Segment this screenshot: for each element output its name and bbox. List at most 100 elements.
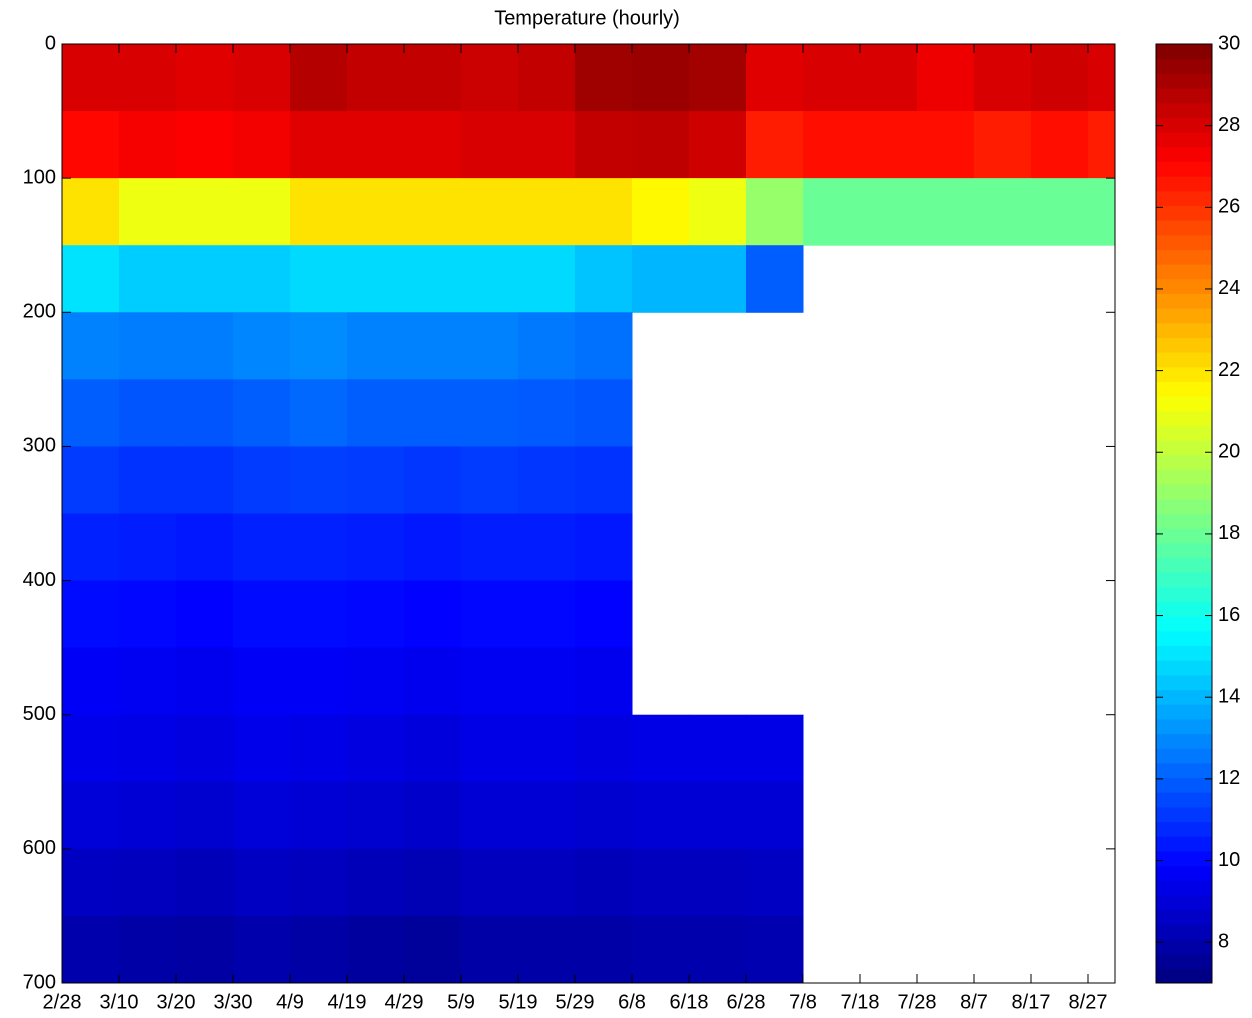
heat-cell (290, 915, 348, 984)
colorbar-step (1156, 924, 1212, 940)
colorbar-step (1156, 264, 1212, 280)
colorbar-tick-label: 22 (1218, 359, 1240, 381)
x-tick-label: 4/19 (328, 991, 367, 1013)
heat-cell (347, 580, 405, 649)
colorbar-step (1156, 366, 1212, 382)
heat-cell (917, 111, 975, 179)
heat-cell (119, 312, 177, 380)
x-tick-label: 7/8 (789, 991, 817, 1013)
heat-cell (119, 245, 177, 313)
x-tick-label: 5/19 (499, 991, 538, 1013)
heat-cell (1088, 111, 1116, 179)
colorbar-step (1156, 73, 1212, 89)
heat-cell (404, 647, 462, 716)
heat-cell (689, 178, 747, 246)
y-tick-label: 600 (23, 837, 56, 859)
heat-cell (404, 513, 462, 582)
colorbar-step (1156, 909, 1212, 925)
y-tick-label: 200 (23, 301, 56, 323)
heat-cell (461, 714, 519, 783)
heat-cell (290, 781, 348, 850)
heat-cell (404, 714, 462, 783)
colorbar-step (1156, 58, 1212, 74)
heat-cell (575, 580, 633, 649)
heat-cell (575, 178, 633, 246)
colorbar-step (1156, 792, 1212, 808)
heat-cell (233, 379, 291, 447)
colorbar-step (1156, 718, 1212, 735)
heat-cell (347, 245, 405, 313)
colorbar-frame (1155, 43, 1213, 984)
heat-cell (62, 178, 120, 246)
heat-cell (233, 513, 291, 582)
heat-cell (803, 111, 861, 179)
heat-cell (575, 647, 633, 716)
colorbar-step (1156, 249, 1212, 265)
heat-cell (290, 580, 348, 649)
x-tick-label: 3/20 (157, 991, 196, 1013)
colorbar-step (1156, 440, 1212, 456)
colorbar-step (1156, 44, 1212, 60)
x-tick-label: 2/28 (43, 991, 82, 1013)
heat-cell (347, 446, 405, 514)
colorbar-tick-label: 28 (1218, 114, 1240, 136)
colorbar-tick-label: 16 (1218, 604, 1240, 626)
heat-cell (746, 915, 804, 984)
colorbar-step (1156, 484, 1212, 500)
x-tick-label: 6/8 (618, 991, 646, 1013)
heat-cell (518, 580, 576, 649)
heat-cell (347, 781, 405, 850)
heat-cell (347, 44, 405, 112)
heat-cell (62, 111, 120, 179)
heat-cell (1031, 111, 1089, 179)
heat-cell (974, 44, 1032, 112)
x-tick-label: 8/27 (1069, 991, 1108, 1013)
heat-cell (518, 111, 576, 179)
heat-cell (461, 111, 519, 179)
heat-cell (575, 446, 633, 514)
heat-cell (689, 848, 747, 917)
colorbar-step (1156, 293, 1212, 309)
colorbar-step (1156, 836, 1212, 852)
heat-cell (62, 245, 120, 313)
heat-cell (404, 915, 462, 984)
x-tick-label: 7/18 (841, 991, 880, 1013)
heat-cell (233, 111, 291, 179)
heat-cell (119, 446, 177, 514)
colorbar-step (1156, 425, 1212, 441)
heat-cell (347, 111, 405, 179)
heat-cell (461, 781, 519, 850)
colorbar-step (1156, 938, 1212, 955)
heat-cell (1031, 178, 1089, 246)
heat-cell (575, 781, 633, 850)
heat-cell (176, 312, 234, 380)
heat-cell (119, 647, 177, 716)
heat-cell (746, 44, 804, 112)
heat-cell (62, 781, 120, 850)
colorbar-step (1156, 953, 1212, 969)
heat-cell (575, 245, 633, 313)
heat-cell (917, 178, 975, 246)
colorbar-step (1156, 146, 1212, 162)
heat-cell (404, 379, 462, 447)
heat-cell (119, 111, 177, 179)
heat-cell (62, 714, 120, 783)
colorbar-tick-label: 14 (1218, 685, 1240, 707)
heat-cell (404, 580, 462, 649)
colorbar-step (1156, 806, 1212, 823)
heat-cell (917, 44, 975, 112)
heat-cell (518, 781, 576, 850)
heat-cell (404, 44, 462, 112)
heat-cell (632, 848, 690, 917)
heat-cell (233, 245, 291, 313)
heat-cell (119, 915, 177, 984)
colorbar-step (1156, 748, 1212, 764)
heat-cell (404, 178, 462, 246)
heat-cell (860, 178, 918, 246)
x-tick-label: 7/28 (898, 991, 937, 1013)
heat-cell (1088, 178, 1116, 246)
heat-cell (461, 446, 519, 514)
colorbar-step (1156, 557, 1212, 573)
heat-cell (461, 848, 519, 917)
x-tick-label: 6/28 (727, 991, 766, 1013)
